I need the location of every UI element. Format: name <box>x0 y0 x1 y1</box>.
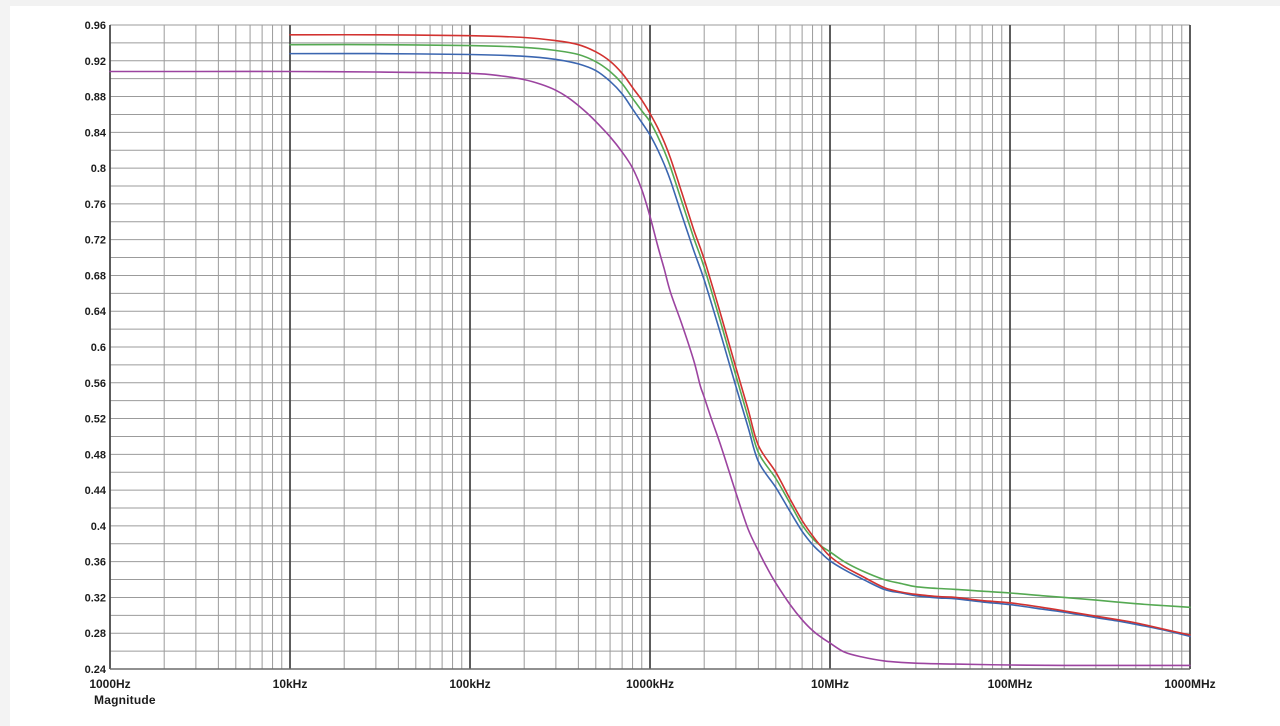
y-tick-label: 0.72 <box>85 235 106 247</box>
trace-red <box>289 33 1191 636</box>
x-tick-label: 10MHz <box>811 677 849 691</box>
y-tick-label: 0.84 <box>85 127 107 139</box>
y-tick-label: 0.28 <box>85 628 106 640</box>
y-tick-label: 0.36 <box>85 557 106 569</box>
y-tick-label: 0.8 <box>91 163 106 175</box>
y-tick-label: 0.96 <box>85 20 106 32</box>
y-tick-label: 0.68 <box>85 270 106 282</box>
y-tick-label: 0.6 <box>91 342 106 354</box>
x-tick-label: 100kHz <box>449 677 490 691</box>
x-tick-label: 10kHz <box>273 677 308 691</box>
y-tick-label: 0.32 <box>85 592 106 604</box>
trace-green <box>289 43 1191 609</box>
window-edge-left <box>0 0 10 726</box>
y-tick-label: 0.24 <box>85 664 107 676</box>
y-tick-label: 0.52 <box>85 414 106 426</box>
axis-caption: Magnitude <box>94 693 156 707</box>
y-tick-label: 0.56 <box>85 378 106 390</box>
trace-purple <box>109 70 1191 667</box>
y-tick-label: 0.92 <box>85 56 106 68</box>
x-tick-label: 1000Hz <box>89 677 130 691</box>
x-tick-label: 1000MHz <box>1164 677 1215 691</box>
y-tick-label: 0.76 <box>85 199 106 211</box>
y-tick-label: 0.4 <box>91 521 107 533</box>
x-tick-label: 100MHz <box>988 677 1033 691</box>
window-edge-top <box>0 0 1280 6</box>
y-tick-label: 0.48 <box>85 449 106 461</box>
trace-blue <box>289 52 1191 638</box>
y-tick-label: 0.88 <box>85 92 106 104</box>
x-tick-label: 1000kHz <box>626 677 674 691</box>
y-tick-label: 0.64 <box>85 306 107 318</box>
y-tick-label: 0.44 <box>85 485 107 497</box>
